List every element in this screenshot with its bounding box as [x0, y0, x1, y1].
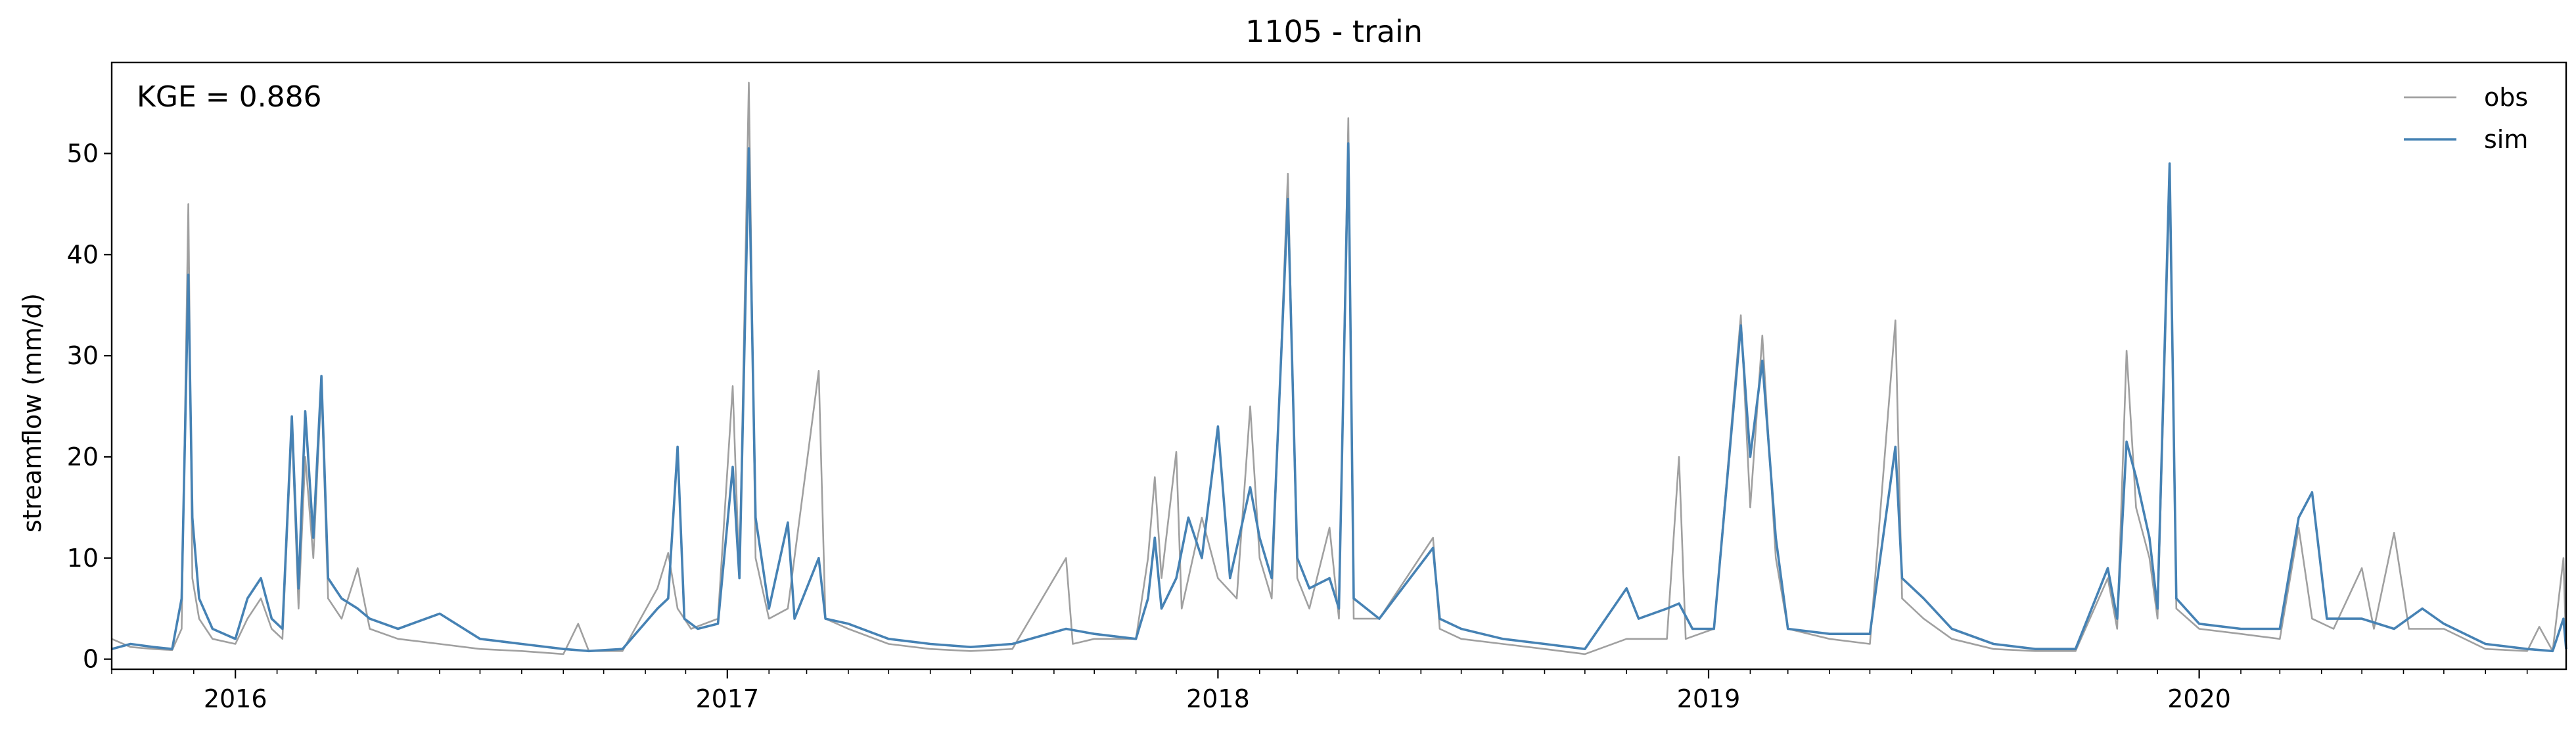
y-tick-label: 0: [83, 645, 99, 674]
y-axis-label: streamflow (mm/d): [18, 293, 47, 533]
y-ticks: 0 10 20 30 40 50: [67, 139, 112, 674]
kge-annotation: KGE = 0.886: [137, 80, 322, 114]
x-tick-label: 2016: [204, 684, 267, 713]
x-ticks: 2016 2017 2018 2019 2020: [111, 669, 2528, 713]
legend-label-obs: obs: [2484, 83, 2528, 112]
y-tick-label: 40: [67, 240, 99, 269]
series-layer: [111, 82, 2567, 655]
series-line-obs: [111, 82, 2567, 655]
plot-area: 0 10 20 30 40 50 2016 2017 2018 2019 2020: [67, 61, 2567, 713]
y-tick-label: 20: [67, 442, 99, 471]
series-line-sim: [111, 142, 2567, 653]
y-tick-label: 10: [67, 544, 99, 573]
y-tick-label: 50: [67, 139, 99, 168]
x-tick-label: 2018: [1186, 684, 1250, 713]
x-tick-label: 2017: [695, 684, 759, 713]
chart-title: 1105 - train: [1245, 14, 1423, 49]
legend: obs sim: [2404, 83, 2528, 154]
y-tick-label: 30: [67, 341, 99, 370]
x-tick-label: 2019: [1677, 684, 1741, 713]
legend-label-sim: sim: [2484, 125, 2528, 154]
x-tick-label: 2020: [2167, 684, 2231, 713]
